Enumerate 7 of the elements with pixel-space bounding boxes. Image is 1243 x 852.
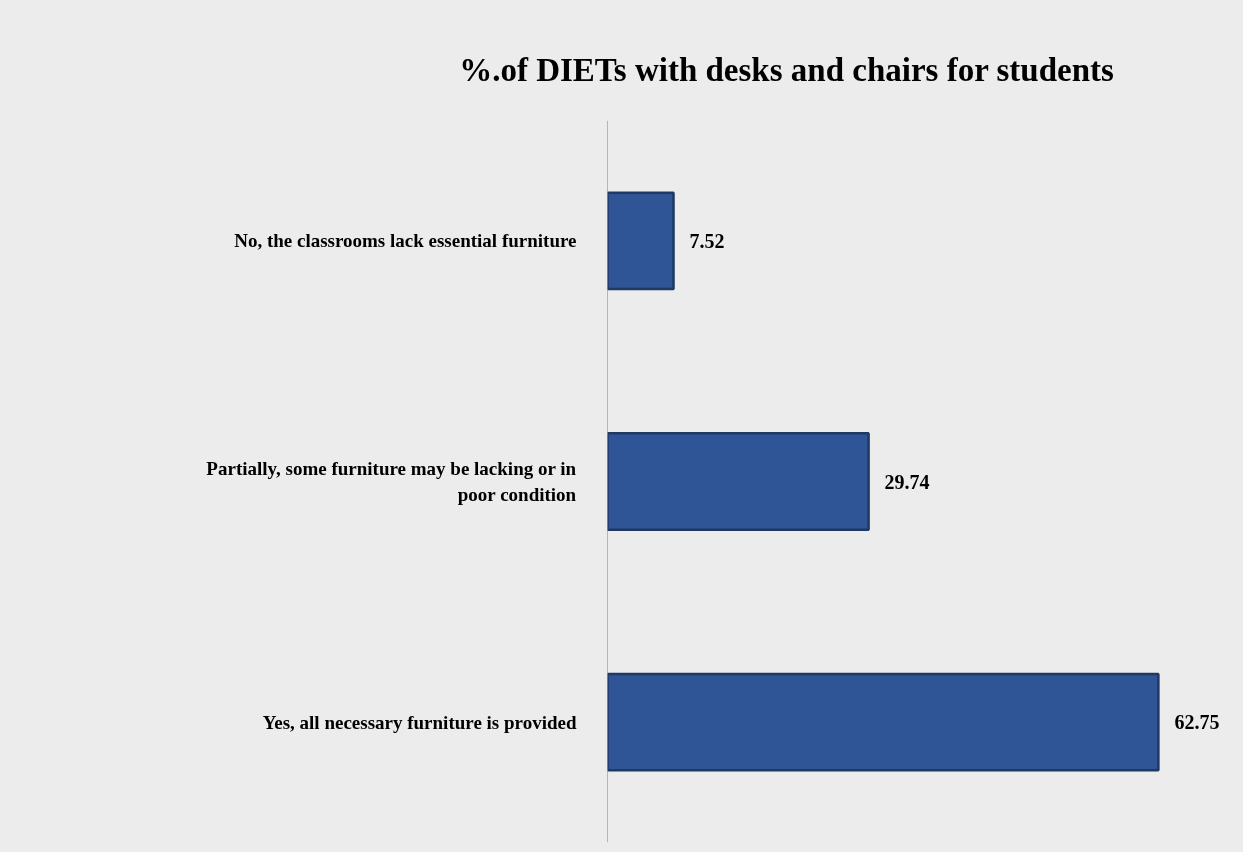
y-tick-label: Yes, all necessary furniture is provided xyxy=(262,711,577,733)
data-label: 7.52 xyxy=(689,229,725,252)
y-tick-label: No, the classrooms lack essential furniture xyxy=(234,230,577,252)
chart-title: %.of DIETs with desks and chairs for students xyxy=(459,51,1114,90)
data-label: 29.74 xyxy=(884,470,930,493)
y-tick-label: Partially, some furniture may be lacking or in poor condition xyxy=(206,458,577,505)
data-label: 62.75 xyxy=(1174,711,1220,734)
